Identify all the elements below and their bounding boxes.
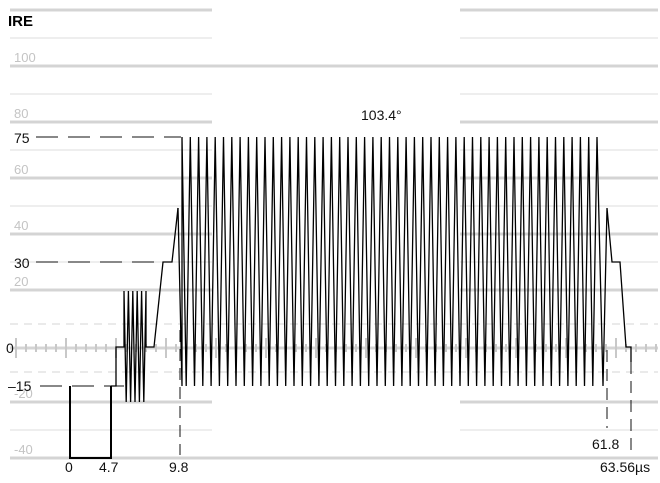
time-label-4-7: 4.7: [99, 459, 119, 475]
graticule-label-minus40: -40: [14, 442, 33, 457]
graticule-label-100: 100: [14, 50, 36, 65]
graticule-label-80: 80: [14, 106, 28, 121]
ref-label-minus15: –15: [8, 378, 32, 394]
ref-label-0: 0: [6, 340, 14, 356]
graticule-label-60: 60: [14, 162, 28, 177]
phase-annotation: 103.4°: [361, 107, 402, 123]
time-label-61-8: 61.8: [592, 436, 619, 452]
graticule-label-20: 20: [14, 274, 28, 289]
graticule-label-minus20: -20: [14, 386, 33, 401]
time-label-63-56: 63.56µs: [600, 459, 650, 475]
ref-label-30: 30: [14, 255, 30, 271]
graticule: 100 80 60 40 20 -20 -40: [10, 8, 658, 460]
graticule-label-40: 40: [14, 218, 28, 233]
reference-lines: [36, 136, 632, 455]
time-label-9-8: 9.8: [169, 459, 189, 475]
time-label-0: 0: [65, 459, 73, 475]
sync-pulse: [69, 386, 112, 459]
color-burst: [111, 207, 179, 403]
axis-title-ire: IRE: [8, 13, 33, 30]
ref-label-75: 75: [14, 130, 30, 146]
modulated-ramp-waveform: [177, 136, 632, 387]
